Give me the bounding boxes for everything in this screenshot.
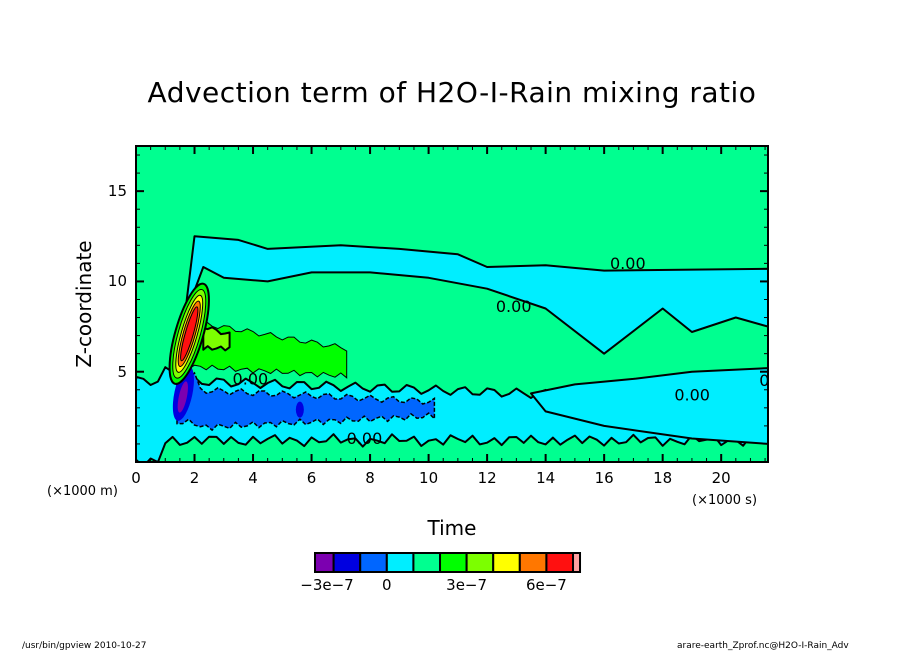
colorbar-swatch: [385, 552, 415, 573]
lime-plume-region: [202, 326, 231, 352]
x-axis-unit: (×1000 s): [692, 493, 758, 508]
y-tick-label: 15: [107, 182, 127, 201]
colorbar: [314, 552, 582, 573]
colorbar-swatch: [492, 552, 521, 573]
x-tick-label: 6: [306, 469, 317, 487]
x-axis-label: Time: [427, 516, 477, 540]
y-tick-label: 5: [117, 362, 127, 381]
upper-negative-region: [184, 235, 768, 355]
colorbar-swatch: [332, 552, 362, 573]
colorbar-swatch: [359, 552, 388, 573]
colorbar-tick-label: −3e−7: [300, 576, 354, 594]
x-tick-label: 10: [419, 469, 439, 487]
x-tick-label: 0: [131, 469, 141, 487]
purple-region: [177, 381, 188, 413]
contour-label: 0.00: [674, 386, 710, 405]
contour-label: 0.00: [759, 371, 795, 390]
colorbar-swatch: [439, 552, 468, 573]
x-tick-label: 16: [594, 469, 614, 487]
footer-program-date: /usr/bin/gpview 2010-10-27: [22, 641, 147, 651]
contour-label: 0.00: [496, 297, 532, 316]
colorbar-swatch: [412, 552, 442, 573]
x-tick-label: 4: [248, 469, 258, 487]
colorbar-swatch: [465, 552, 495, 573]
x-tick-label: 12: [477, 469, 497, 487]
contour-label: 0.00: [610, 254, 646, 273]
x-tick-label: 20: [711, 469, 731, 487]
updraft-level-4: [180, 306, 199, 362]
contour-label: 0.00: [347, 429, 383, 448]
x-tick-label: 18: [653, 469, 673, 487]
x-tick-label: 8: [365, 469, 375, 487]
y-tick-label: 10: [107, 272, 127, 291]
plot-frame: [135, 145, 769, 463]
colorbar-swatch: [572, 552, 582, 573]
blue-core-region: [176, 370, 436, 432]
colorbar-tick-label: 0: [382, 576, 392, 594]
footer-file-variable: arare-earth_Zprof.nc@H2O-I-Rain_Adv: [677, 641, 849, 651]
x-tick-label: 2: [189, 469, 200, 487]
contour-label: 0.00: [233, 369, 269, 388]
deep-blue-blob: [295, 401, 304, 418]
colorbar-tick-label: 6e−7: [525, 576, 567, 594]
colorbar-swatch: [545, 552, 575, 573]
chart-title: Advection term of H2O-I-Rain mixing rati…: [147, 76, 757, 109]
x-tick-label: 14: [536, 469, 556, 487]
y-axis-unit: (×1000 m): [47, 484, 118, 499]
colorbar-tick-label: 3e−7: [446, 576, 488, 594]
plot-area: 0.00 0.00 0.00 0.00 0.00 0.00: [136, 146, 795, 462]
colorbar-swatch: [518, 552, 548, 573]
colorbar-swatch: [314, 552, 335, 573]
right-negative-region: [530, 367, 768, 445]
